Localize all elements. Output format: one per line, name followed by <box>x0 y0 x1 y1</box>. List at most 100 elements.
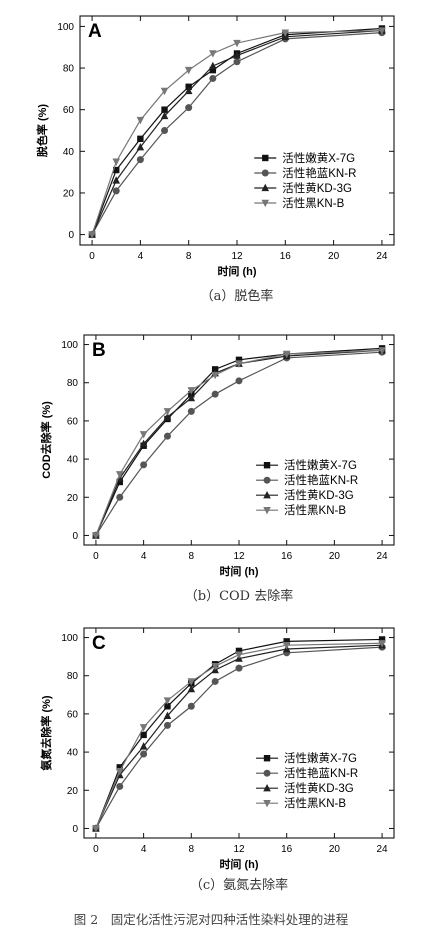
y-tick-label: 20 <box>67 493 79 504</box>
data-point <box>139 439 148 448</box>
legend-label: 活性艳蓝KN-R <box>282 166 356 180</box>
y-tick-label: 80 <box>67 671 79 682</box>
y-axis-title: 脱色率 (%) <box>35 104 49 157</box>
data-point <box>164 703 171 710</box>
legend-label: 活性嫩黄X-7G <box>284 751 357 765</box>
x-axis-title: 时间 (h) <box>219 857 258 871</box>
x-tick-label: 16 <box>281 551 293 562</box>
data-point <box>281 29 290 37</box>
panel-letter: A <box>88 21 102 42</box>
data-point <box>116 478 123 486</box>
panel-caption: （c）氨氮去除率 <box>190 877 288 893</box>
data-point <box>163 432 171 440</box>
legend-marker <box>263 769 271 777</box>
y-tick-label: 40 <box>67 455 79 466</box>
data-point <box>163 408 172 416</box>
data-point <box>211 677 219 685</box>
y-tick-label: 80 <box>67 378 79 389</box>
legend-label: 活性黄KD-3G <box>282 181 352 195</box>
x-tick-label: 16 <box>280 251 292 262</box>
data-point <box>211 371 219 380</box>
legend-marker <box>261 169 269 177</box>
y-tick-label: 20 <box>67 786 79 797</box>
data-point <box>378 347 386 355</box>
y-tick-label: 80 <box>63 64 75 75</box>
x-tick-label: 12 <box>233 844 245 855</box>
data-point <box>235 664 243 672</box>
x-tick-label: 20 <box>329 844 341 855</box>
data-point <box>139 742 148 750</box>
data-point <box>211 662 219 671</box>
y-tick-label: 100 <box>61 633 78 644</box>
y-tick-label: 60 <box>63 105 75 116</box>
chart-panel-b: 0 4 8 12 16 20 24 0 20 40 60 80 100 时间 (h) COD去除率 (%) B… <box>39 334 395 604</box>
data-point <box>235 647 243 655</box>
data-point <box>116 782 124 790</box>
panel-letter: C <box>92 633 106 654</box>
x-tick-label: 0 <box>93 844 99 855</box>
legend-label: 活性黄KD-3G <box>284 781 354 795</box>
y-tick-label: 100 <box>61 340 78 351</box>
y-axis-title: COD去除率 (%) <box>39 401 53 479</box>
legend-label: 活性艳蓝KN-R <box>284 766 358 780</box>
legend-marker <box>261 199 270 208</box>
data-point <box>160 111 169 120</box>
data-point <box>209 50 217 58</box>
legend-marker <box>263 784 271 792</box>
data-point <box>282 641 291 650</box>
figure-caption: 图 2 固定化活性污泥对四种活性染料处理的进程 <box>74 912 349 927</box>
x-tick-label: 12 <box>233 551 245 562</box>
legend-label: 活性黑KN-B <box>284 503 346 517</box>
legend-marker <box>261 183 270 192</box>
data-point <box>235 651 243 659</box>
data-point <box>161 106 168 113</box>
data-point <box>235 360 243 368</box>
legend-marker <box>263 800 271 808</box>
x-tick-label: 4 <box>141 551 147 562</box>
data-point <box>282 350 291 359</box>
x-tick-label: 12 <box>231 251 243 262</box>
x-tick-label: 4 <box>138 251 144 262</box>
data-point <box>163 711 172 720</box>
y-tick-label: 0 <box>72 824 78 835</box>
data-point <box>163 412 172 421</box>
data-point <box>112 187 120 195</box>
y-tick-label: 0 <box>68 230 74 241</box>
data-point <box>209 74 217 82</box>
x-tick-label: 8 <box>189 551 195 562</box>
legend-label: 活性嫩黄X-7G <box>284 458 357 472</box>
data-point <box>92 532 100 540</box>
panel-letter: B <box>92 340 106 361</box>
data-point <box>92 825 100 833</box>
data-point <box>140 750 148 758</box>
y-tick-label: 20 <box>63 188 75 199</box>
data-point <box>163 697 172 705</box>
panel-caption: （a）脱色率 <box>201 288 274 304</box>
y-axis-title: 氨氮去除率 (%) <box>39 695 53 770</box>
chart-panel-a: 0 4 8 12 16 20 24 0 20 40 60 80 100 时间 (h) 脱色率 (%) A 活性嫩… <box>35 15 395 304</box>
x-tick-label: 24 <box>376 251 388 262</box>
data-point <box>140 731 147 739</box>
data-point <box>139 724 148 732</box>
chart-panel-c: 0 4 8 12 16 20 24 0 20 40 60 80 100 时间 (h) 氨氮去除率 (%) C 活… <box>39 627 395 893</box>
data-point <box>235 377 243 385</box>
data-point <box>185 104 193 112</box>
legend-marker <box>262 154 269 162</box>
legend-marker <box>263 462 271 469</box>
data-point <box>187 393 196 402</box>
x-tick-label: 4 <box>141 844 147 855</box>
data-point <box>115 767 124 776</box>
x-axis-title: 时间 (h) <box>219 564 258 578</box>
y-tick-label: 60 <box>67 709 79 720</box>
data-point <box>112 176 121 184</box>
data-point <box>187 702 195 710</box>
legend-marker <box>263 507 271 515</box>
legend-marker <box>263 476 271 484</box>
legend-label: 活性黑KN-B <box>284 796 346 810</box>
x-tick-label: 24 <box>377 551 389 562</box>
legend-marker <box>263 491 271 499</box>
data-point <box>116 493 124 501</box>
legend-label: 活性艳蓝KN-R <box>284 473 358 487</box>
data-point <box>163 721 171 729</box>
